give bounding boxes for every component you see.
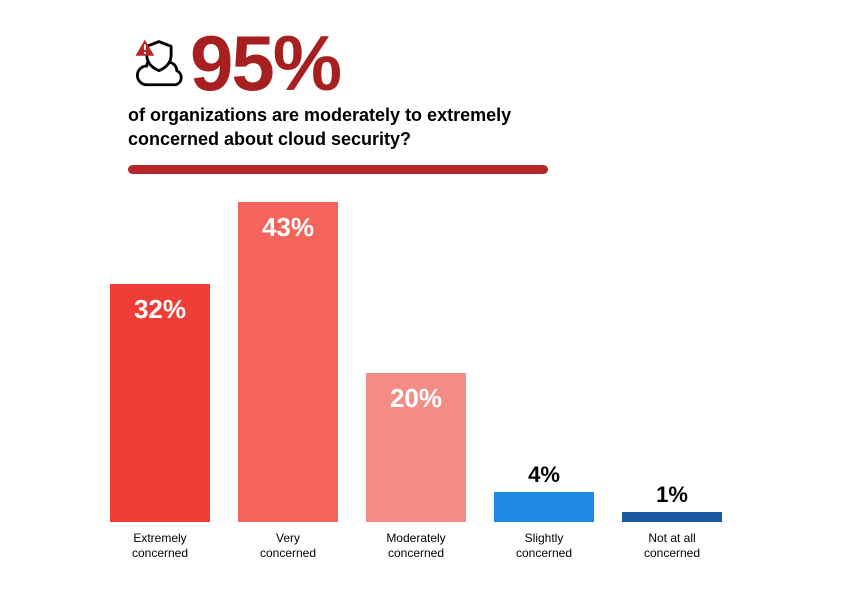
bar-category-label: Extremelyconcerned xyxy=(110,531,210,561)
bar-value-label: 32% xyxy=(110,294,210,325)
concern-chart: 32% 43% 20% 4% 1% Extremelyconcerned Veryconc… xyxy=(110,202,750,562)
bar-value-label: 20% xyxy=(366,383,466,414)
bar: 20% xyxy=(366,373,466,522)
cloud-shield-alert-icon xyxy=(128,36,188,96)
bar-category-label: Not at allconcerned xyxy=(622,531,722,561)
chart-bars: 32% 43% 20% 4% 1% xyxy=(110,202,750,523)
bar-category-label: Veryconcerned xyxy=(238,531,338,561)
bar-value-label: 4% xyxy=(528,462,560,488)
headline-rule xyxy=(128,165,548,174)
bar-col-0: 32% xyxy=(110,284,210,522)
bar: 32% xyxy=(110,284,210,522)
bar-col-1: 43% xyxy=(238,202,338,522)
headline-row: 95% xyxy=(128,28,740,98)
bar-value-label: 43% xyxy=(238,212,338,243)
bar xyxy=(494,492,594,522)
header: 95% of organizations are moderately to e… xyxy=(128,28,740,174)
bar-category-label: Slightlyconcerned xyxy=(494,531,594,561)
chart-labels: Extremelyconcerned Veryconcerned Moderatel… xyxy=(110,531,750,561)
headline-percent: 95% xyxy=(190,28,340,98)
bar-col-2: 20% xyxy=(366,373,466,522)
headline-subtitle: of organizations are moderately to extre… xyxy=(128,104,548,151)
bar-category-label: Moderatelyconcerned xyxy=(366,531,466,561)
bar-col-3: 4% xyxy=(494,462,594,522)
bar-col-4: 1% xyxy=(622,482,722,522)
bar xyxy=(622,512,722,522)
infographic-root: 95% of organizations are moderately to e… xyxy=(0,0,860,598)
bar-value-label: 1% xyxy=(656,482,688,508)
bar: 43% xyxy=(238,202,338,522)
